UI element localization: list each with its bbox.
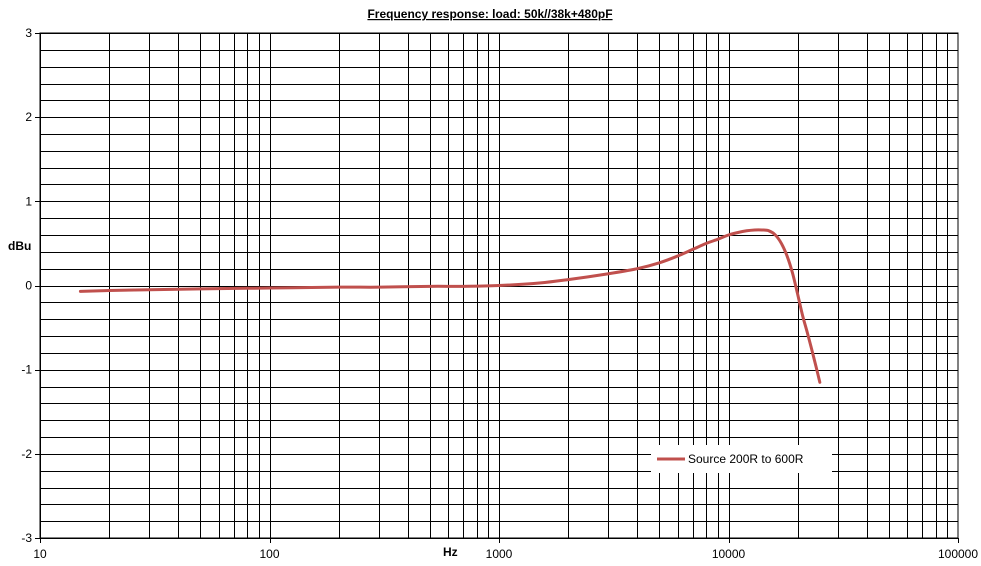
grid (40, 33, 958, 539)
y-tick-label: -3 (21, 531, 32, 545)
x-tick-label: 100 (259, 547, 279, 561)
y-tick-label: 3 (25, 26, 32, 40)
y-tick-label: -1 (21, 363, 32, 377)
x-tick-label: 100000 (938, 547, 978, 561)
y-tick-label: -2 (21, 447, 32, 461)
chart-title: Frequency response: load: 50k//38k+480pF (367, 7, 612, 21)
legend: Source 200R to 600R (651, 445, 832, 473)
series-layer (78, 228, 822, 384)
y-axis-label: dBu (8, 239, 31, 253)
y-tick-label: 1 (25, 194, 32, 208)
legend-label: Source 200R to 600R (688, 452, 804, 466)
x-axis-label: Hz (443, 545, 458, 559)
y-tick-label: 2 (25, 110, 32, 124)
x-tick-label: 1000 (486, 547, 513, 561)
x-tick-label: 10 (33, 547, 47, 561)
x-tick-label: 10000 (712, 547, 746, 561)
y-tick-label: 0 (25, 279, 32, 293)
series-line (78, 228, 822, 384)
